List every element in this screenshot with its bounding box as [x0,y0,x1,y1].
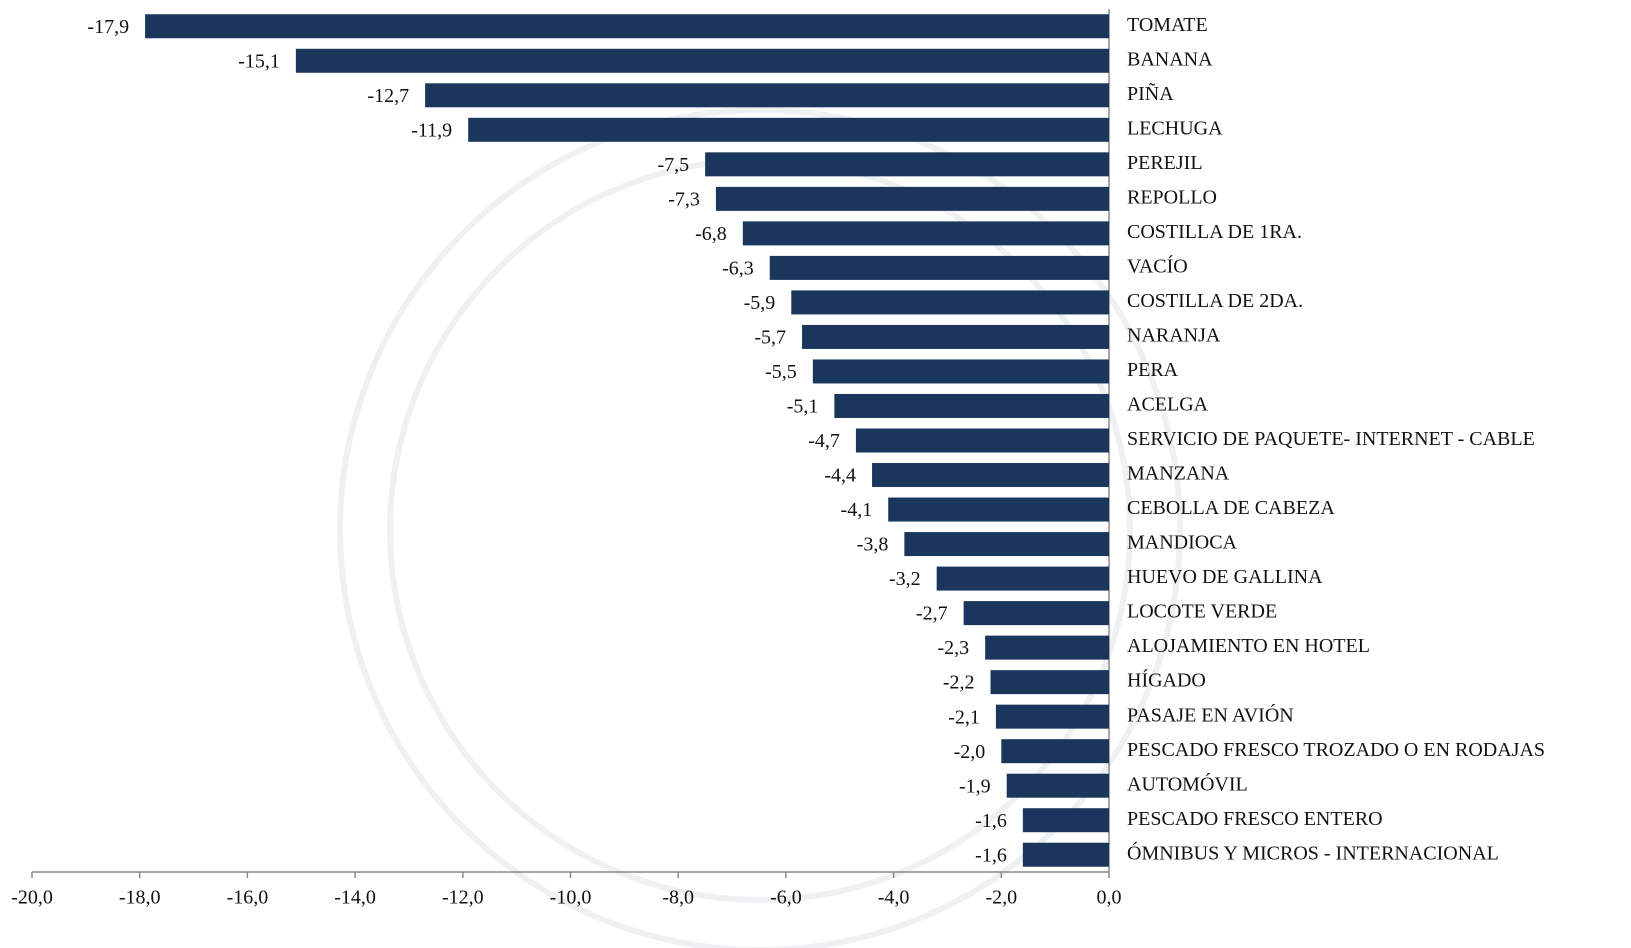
bar [1001,739,1109,764]
x-tick-label: -8,0 [662,887,694,909]
category-label: PASAJE EN AVIÓN [1127,702,1294,726]
bar [963,601,1109,626]
x-tick-label: -6,0 [770,887,802,909]
category-label: ACELGA [1127,394,1209,416]
bar [802,324,1109,349]
bar [769,255,1109,280]
bar [888,497,1109,522]
bar [872,463,1109,488]
value-label: -1,6 [975,844,1007,866]
value-label: -6,8 [695,223,727,245]
category-label: COSTILLA DE 2DA. [1127,290,1303,312]
value-label: -7,3 [668,188,700,210]
category-label: PEREJIL [1127,152,1203,174]
category-label: AUTOMÓVIL [1127,771,1248,795]
value-label: -5,1 [787,396,819,418]
category-label: PIÑA [1127,81,1174,105]
value-label: -2,2 [943,672,975,694]
value-label: -5,5 [765,361,797,383]
x-tick-label: 0,0 [1097,887,1122,909]
category-label: LECHUGA [1127,117,1223,139]
value-label: -1,9 [959,775,991,797]
x-tick-label: -4,0 [878,887,910,909]
bar [705,152,1109,177]
category-label: SERVICIO DE PAQUETE- INTERNET - CABLE [1127,428,1535,450]
bar [145,14,1109,39]
bar [295,48,1109,73]
category-label: PESCADO FRESCO TROZADO O EN RODAJAS [1127,739,1545,761]
category-label: TOMATE [1127,14,1208,36]
category-label: VACÍO [1127,254,1188,277]
category-label: COSTILLA DE 1RA. [1127,221,1302,243]
x-tick-label: -20,0 [11,887,53,909]
value-label: -12,7 [367,85,409,107]
bar [985,635,1109,660]
value-label: -4,7 [808,430,840,452]
x-tick-label: -18,0 [119,887,161,909]
x-tick-label: -2,0 [985,887,1017,909]
category-label: HUEVO DE GALLINA [1127,566,1323,588]
bar [425,83,1110,108]
bar [855,428,1109,453]
category-label: ALOJAMIENTO EN HOTEL [1127,635,1370,657]
value-label: -5,9 [744,292,776,314]
x-tick-label: -14,0 [334,887,376,909]
category-label: HÍGADO [1127,669,1206,692]
category-label: CEBOLLA DE CABEZA [1127,497,1335,519]
bar [742,221,1109,246]
value-label: -17,9 [87,16,129,38]
value-label: -7,5 [657,154,689,176]
value-label: -3,8 [857,534,889,556]
value-label: -6,3 [722,257,754,279]
value-label: -15,1 [238,50,280,72]
value-label: -2,7 [916,603,948,625]
category-label: PESCADO FRESCO ENTERO [1127,808,1383,830]
category-label: PERA [1127,359,1179,381]
bar [715,186,1109,211]
value-label: -2,0 [954,741,986,763]
x-tick-label: -10,0 [550,887,592,909]
x-tick-label: -12,0 [442,887,484,909]
bar [1006,773,1109,798]
bar [995,704,1109,729]
bar [1022,842,1109,867]
bar [812,359,1109,384]
bar [990,670,1109,695]
category-label: MANDIOCA [1127,532,1238,554]
value-label: -4,4 [824,465,856,487]
category-label: ÓMNIBUS Y MICROS - INTERNACIONAL [1127,840,1499,864]
value-label: -3,2 [889,568,921,590]
bar [834,393,1109,418]
bar [1022,808,1109,833]
value-label: -5,7 [754,327,786,349]
bar [468,117,1109,142]
bar [791,290,1109,315]
value-label: -11,9 [411,119,452,141]
bar [904,532,1109,557]
bar [936,566,1109,591]
category-label: REPOLLO [1127,186,1217,208]
category-label: LOCOTE VERDE [1127,601,1277,623]
watermark-ring [337,107,1183,948]
category-label: NARANJA [1127,325,1221,347]
category-label: MANZANA [1127,463,1230,485]
category-label: BANANA [1127,48,1213,70]
value-label: -2,3 [937,637,969,659]
value-label: -2,1 [948,706,980,728]
x-tick-label: -16,0 [227,887,269,909]
value-label: -4,1 [841,499,873,521]
value-label: -1,6 [975,810,1007,832]
